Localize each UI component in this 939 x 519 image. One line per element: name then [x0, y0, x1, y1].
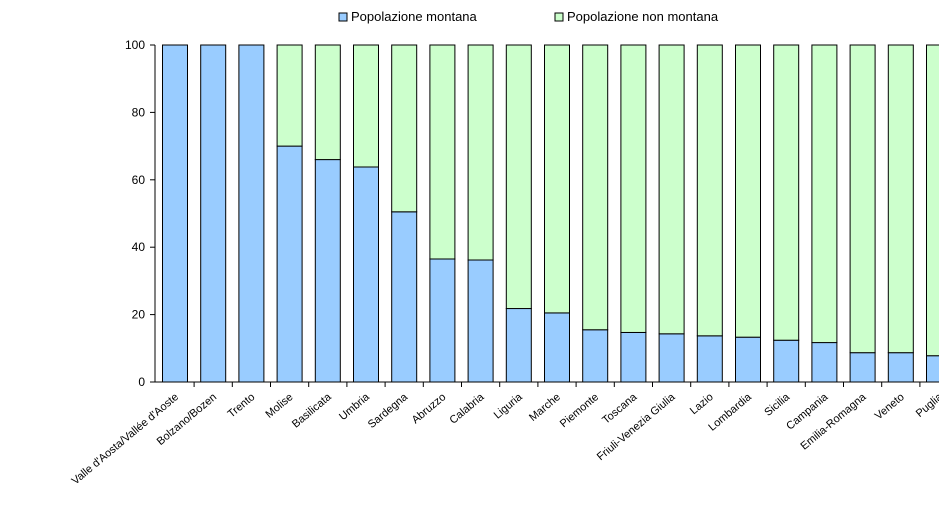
bar-non-montana — [430, 45, 455, 259]
bar-non-montana — [659, 45, 684, 334]
y-tick-label: 80 — [132, 105, 146, 119]
x-category-label: Calabria — [447, 391, 487, 427]
bar-non-montana — [888, 45, 913, 353]
bar-montana — [239, 45, 264, 382]
bar-montana — [659, 334, 684, 382]
bar-montana — [430, 259, 455, 382]
legend-swatch — [339, 13, 347, 21]
y-tick-label: 100 — [125, 38, 145, 52]
bar-montana — [392, 212, 417, 382]
bar-montana — [201, 45, 226, 382]
bar-non-montana — [621, 45, 646, 332]
x-category-label: Lombardia — [706, 391, 754, 434]
bar-montana — [354, 167, 379, 382]
bar-non-montana — [354, 45, 379, 167]
bar-montana — [506, 309, 531, 382]
bar-montana — [621, 332, 646, 382]
bar-non-montana — [315, 45, 340, 160]
bar-montana — [163, 45, 188, 382]
x-category-label: Sicilia — [762, 391, 792, 419]
legend-label: Popolazione montana — [351, 9, 478, 24]
bar-non-montana — [583, 45, 608, 330]
bar-non-montana — [774, 45, 799, 340]
legend-swatch — [555, 13, 563, 21]
x-category-label: Trento — [226, 391, 258, 420]
x-category-label: Umbria — [337, 391, 373, 424]
x-category-label: Piemonte — [558, 391, 601, 430]
bar-non-montana — [812, 45, 837, 343]
x-category-label: Abruzzo — [410, 391, 449, 426]
x-category-label: Puglia — [914, 391, 939, 420]
x-category-label: Molise — [263, 391, 295, 421]
bar-montana — [545, 313, 570, 382]
bar-montana — [812, 343, 837, 382]
bar-montana — [774, 340, 799, 382]
bar-non-montana — [697, 45, 722, 336]
bar-montana — [736, 337, 761, 382]
bar-non-montana — [277, 45, 302, 146]
bar-montana — [697, 336, 722, 382]
bar-non-montana — [545, 45, 570, 313]
x-category-label: Liguria — [492, 391, 526, 422]
bar-montana — [315, 160, 340, 382]
bar-non-montana — [392, 45, 417, 212]
x-category-label: Emilia-Romagna — [799, 391, 870, 453]
x-category-label: Marche — [527, 391, 563, 424]
x-axis-labels: Valle d'Aosta/Vallée d'AosteBolzano/Boze… — [70, 391, 939, 488]
bar-montana — [927, 356, 939, 382]
x-category-label: Basilicata — [290, 391, 334, 431]
y-tick-label: 0 — [138, 375, 145, 389]
y-tick-label: 40 — [132, 240, 146, 254]
legend-label: Popolazione non montana — [567, 9, 719, 24]
x-category-label: Sardegna — [366, 391, 411, 431]
bar-montana — [583, 330, 608, 382]
x-category-label: Veneto — [873, 391, 907, 422]
legend: Popolazione montana Popolazione non monta… — [339, 9, 719, 24]
bars — [163, 45, 939, 382]
y-tick-label: 20 — [132, 308, 146, 322]
y-axis-ticks: 0 20 40 60 80 100 — [125, 38, 155, 389]
x-category-label: Lazio — [688, 391, 716, 417]
bar-montana — [850, 353, 875, 382]
bar-non-montana — [927, 45, 939, 356]
bar-montana — [888, 353, 913, 382]
bar-non-montana — [850, 45, 875, 353]
bar-non-montana — [736, 45, 761, 337]
bar-montana — [468, 260, 493, 382]
bar-montana — [277, 146, 302, 382]
y-tick-label: 60 — [132, 173, 146, 187]
bar-non-montana — [468, 45, 493, 260]
bar-non-montana — [506, 45, 531, 309]
